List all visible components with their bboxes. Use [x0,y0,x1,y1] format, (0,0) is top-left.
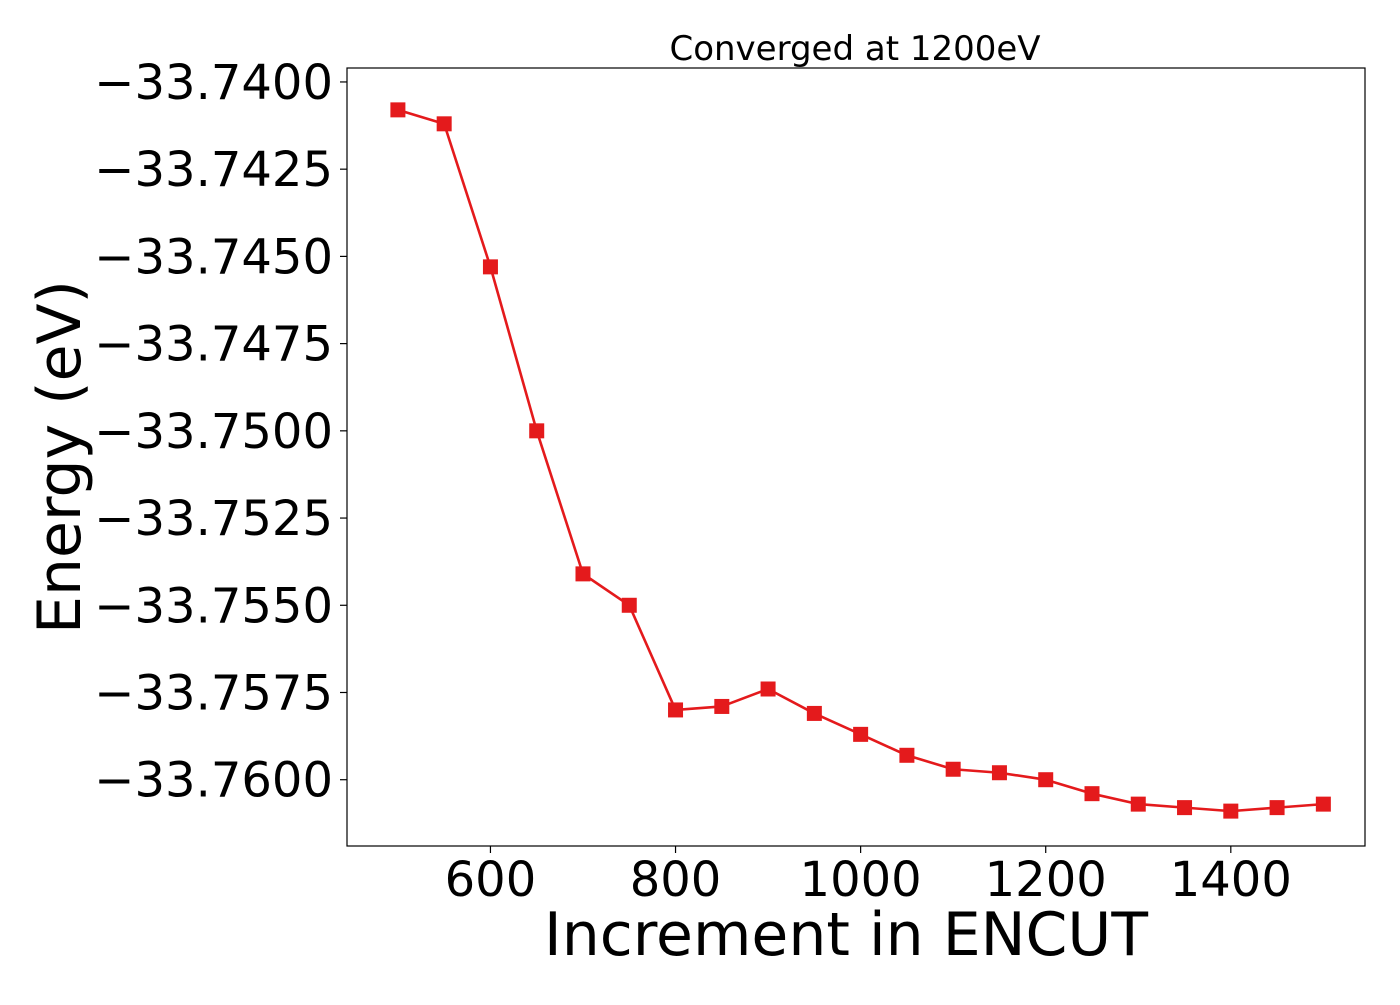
data-point-marker [482,259,498,275]
data-point-marker [621,597,637,613]
data-point-marker [760,681,776,697]
chart-title: Converged at 1200eV [669,29,1040,69]
x-tick-label: 1000 [800,852,922,908]
data-point-marker [668,702,684,718]
data-point-marker [1130,796,1146,812]
data-point-marker [1038,772,1054,788]
x-tick-label: 1200 [985,852,1107,908]
x-axis-label: Increment in ENCUT [544,900,1148,970]
data-point-marker [991,765,1007,781]
y-tick-label: −33.7575 [94,665,333,721]
y-tick-label: −33.7400 [94,55,333,111]
y-tick-label: −33.7550 [94,578,333,634]
y-tick-label: −33.7600 [94,753,333,809]
y-tick-label: −33.7500 [94,404,333,460]
data-point-marker [945,761,961,777]
data-point-marker [529,423,545,439]
series-line [397,108,1324,813]
x-tick-label: 600 [445,852,537,908]
data-point-marker [1084,786,1100,802]
data-point-marker [1177,800,1193,816]
data-point-marker [899,747,915,763]
data-point-marker [390,102,406,118]
data-point-marker [853,726,869,742]
x-tick-label: 800 [630,852,722,908]
data-point-marker [575,566,591,582]
data-point-marker [806,705,822,721]
data-point-marker [1315,796,1331,812]
data-point-marker [436,116,452,132]
x-tick-label: 1400 [1170,852,1292,908]
y-tick-label: −33.7450 [94,229,333,285]
y-axis-label: Energy (eV) [25,280,95,634]
data-point-marker [714,698,730,714]
y-tick-label: −33.7425 [94,142,333,198]
y-tick-label: −33.7475 [94,317,333,373]
data-point-marker [1269,800,1285,816]
y-tick-label: −33.7525 [94,491,333,547]
plot-frame [346,67,1366,847]
data-point-marker [1223,803,1239,819]
